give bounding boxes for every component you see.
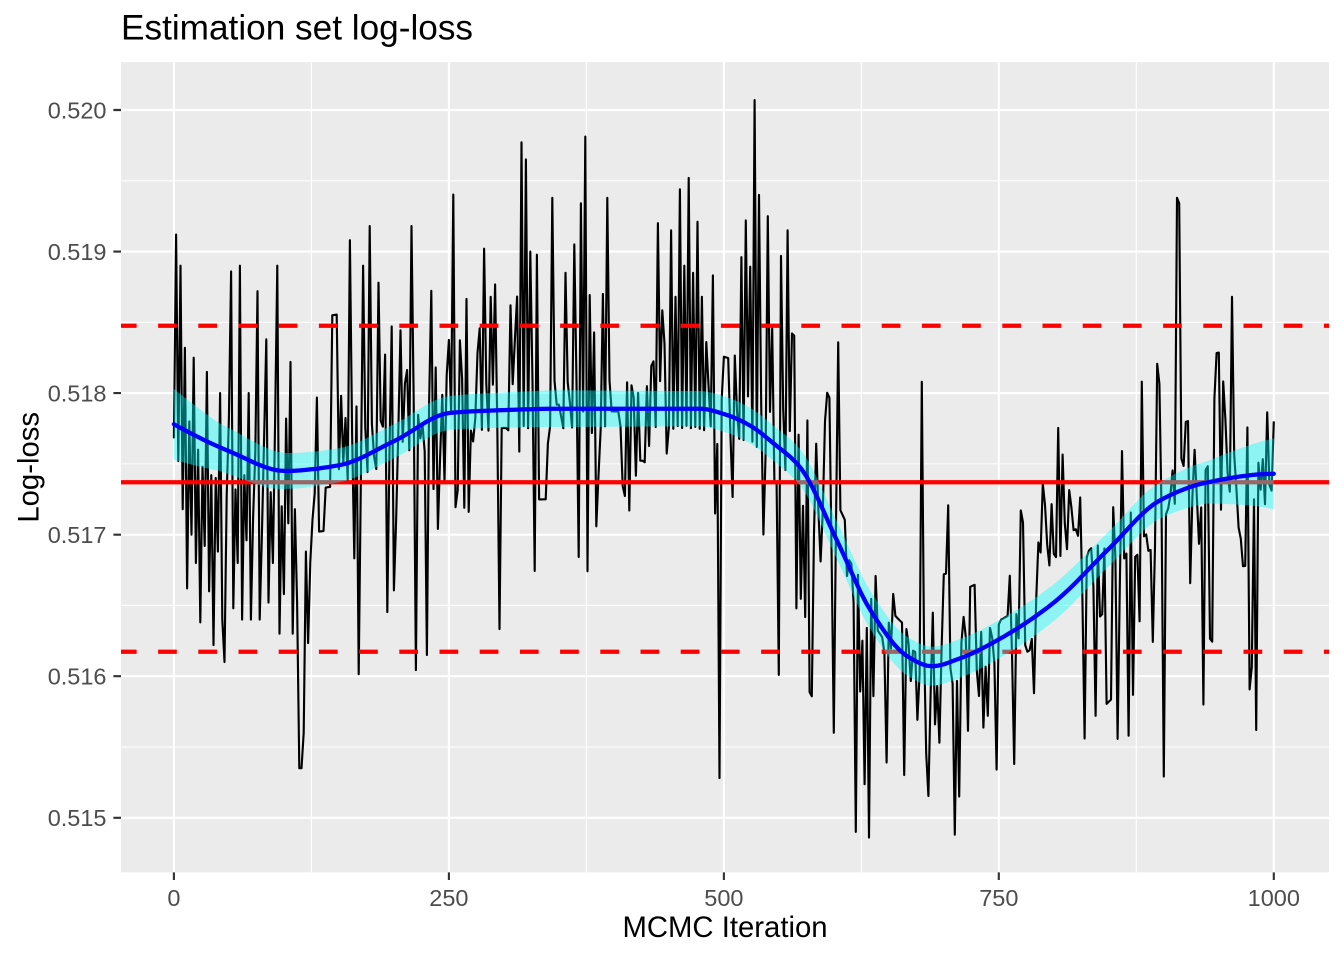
svg-text:0.520: 0.520 bbox=[48, 97, 107, 123]
svg-text:0.515: 0.515 bbox=[48, 805, 107, 831]
svg-text:1000: 1000 bbox=[1248, 885, 1300, 911]
svg-text:0.519: 0.519 bbox=[48, 239, 107, 265]
svg-text:500: 500 bbox=[704, 885, 743, 911]
svg-text:750: 750 bbox=[979, 885, 1018, 911]
svg-text:MCMC Iteration: MCMC Iteration bbox=[622, 911, 827, 944]
svg-text:250: 250 bbox=[429, 885, 468, 911]
svg-text:0.518: 0.518 bbox=[48, 380, 107, 406]
svg-text:0: 0 bbox=[167, 885, 180, 911]
svg-text:0.516: 0.516 bbox=[48, 664, 107, 690]
svg-text:0.517: 0.517 bbox=[48, 522, 107, 548]
svg-text:Estimation set log-loss: Estimation set log-loss bbox=[121, 9, 473, 48]
svg-text:Log-loss: Log-loss bbox=[13, 412, 46, 523]
